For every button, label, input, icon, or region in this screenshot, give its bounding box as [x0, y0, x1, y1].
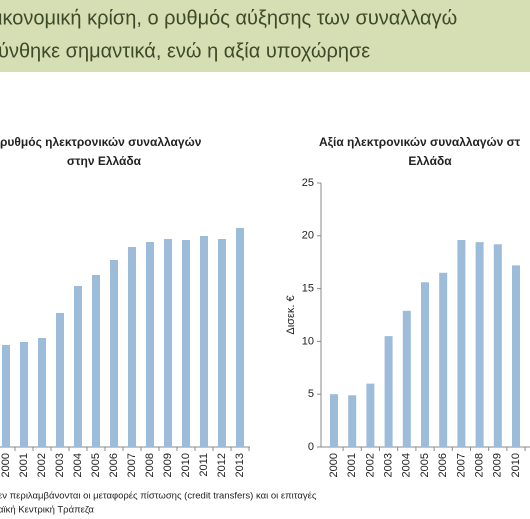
bar	[421, 282, 429, 447]
x-tick-label: 2006	[437, 453, 449, 477]
x-tick-label: 2005	[90, 453, 102, 477]
x-tick-label: 2009	[162, 453, 174, 477]
y-tick-label: 25	[302, 177, 314, 189]
x-tick-label: 2001	[18, 453, 30, 477]
header-band	[0, 0, 530, 72]
bar	[92, 275, 100, 447]
x-tick-label: 2010	[180, 453, 192, 477]
bar	[348, 395, 357, 447]
bar	[182, 240, 190, 447]
y-tick-label: 20	[302, 230, 314, 242]
x-tick-label: 2002	[36, 453, 48, 477]
x-tick-label: 2007	[126, 453, 138, 477]
bar	[457, 240, 466, 447]
bar	[2, 345, 10, 447]
bar	[38, 338, 46, 447]
bar	[402, 310, 411, 447]
chart-title: στην Ελλάδα	[67, 154, 142, 168]
y-axis-label: Δισεκ. €	[285, 295, 297, 334]
x-tick-label: 2013	[234, 453, 246, 477]
x-tick-label: 2004	[401, 453, 413, 477]
y-tick-label: 10	[302, 335, 314, 347]
bar	[74, 286, 82, 447]
x-tick-label: 2006	[108, 453, 120, 477]
x-tick-label: 2000	[0, 453, 12, 477]
bar	[236, 228, 244, 447]
x-tick-label: 2011	[198, 453, 210, 477]
x-tick-label: 2007	[455, 453, 467, 477]
footnote: εν περιλαμβάνονται οι μεταφορές πίστωσης…	[0, 491, 317, 502]
header-line: ύνθηκε σημαντικά, ενώ η αξία υποχώρησε	[0, 40, 370, 62]
x-tick-label: 2002	[364, 453, 376, 477]
chart-title: ρυθμός ηλεκτρονικών συναλλαγών	[0, 135, 202, 149]
x-tick-label: 2010	[510, 453, 522, 477]
x-tick-label: 2008	[474, 453, 486, 477]
x-tick-label: 2012	[216, 453, 228, 477]
bar	[330, 394, 338, 447]
x-tick-label: 2003	[54, 453, 66, 477]
bar	[110, 260, 118, 447]
x-tick-label: 2000	[328, 453, 340, 477]
x-tick-label: 2008	[144, 453, 156, 477]
x-tick-label: 2005	[419, 453, 431, 477]
bar	[384, 336, 393, 447]
bar	[512, 265, 520, 447]
bar	[146, 242, 154, 447]
bar	[366, 383, 375, 447]
chart-title: Ελλάδα	[408, 154, 452, 168]
bar	[200, 236, 208, 447]
bar	[128, 247, 136, 447]
bar	[439, 272, 448, 447]
y-tick-label: 0	[308, 441, 314, 453]
bar	[218, 239, 226, 447]
y-tick-label: 15	[302, 283, 314, 295]
bar	[475, 242, 484, 447]
footnote: αϊκή Κεντρική Τράπεζα	[0, 505, 94, 516]
x-tick-label: 2004	[72, 453, 84, 477]
bar	[56, 313, 64, 447]
x-tick-label: 2009	[492, 453, 504, 477]
chart-title: Αξία ηλεκτρονικών συναλλαγών στ	[319, 135, 521, 149]
bar	[493, 244, 502, 447]
bar	[20, 342, 28, 447]
x-tick-label: 2001	[346, 453, 358, 477]
y-tick-label: 5	[308, 388, 314, 400]
header-line: ικονομική κρίση, ο ρυθμός αύξησης των συ…	[0, 7, 457, 29]
bar	[164, 239, 172, 447]
x-tick-label: 2003	[383, 453, 395, 477]
